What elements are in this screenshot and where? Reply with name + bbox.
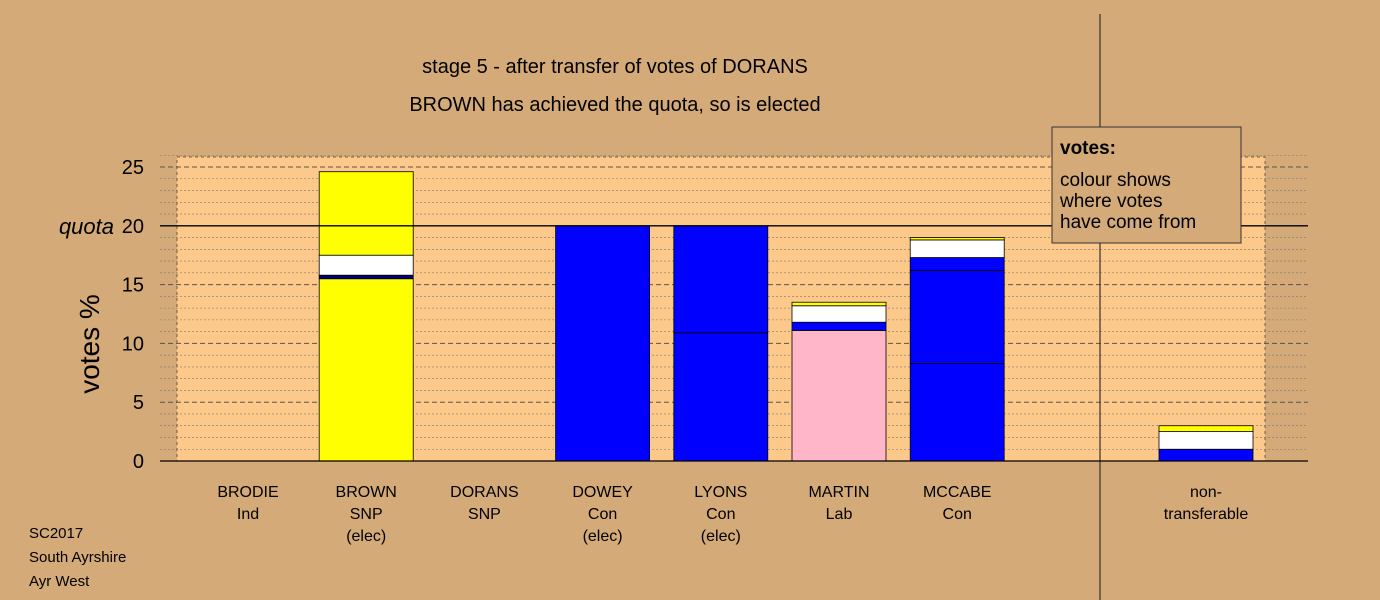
candidate-party: Con (706, 506, 735, 523)
candidate-name: MCCABE (923, 484, 991, 501)
y-axis-label: votes % (74, 294, 105, 394)
candidate-party: Lab (826, 506, 853, 523)
candidate-name: DOWEY (572, 484, 633, 501)
candidate-labels: BRODIE Ind BROWN SNP (elec) DORANS SNP DOWEY Con… (217, 484, 1248, 545)
bar-segment (909, 257, 1005, 271)
candidate-status: (elec) (346, 528, 386, 545)
bar-segment (318, 274, 414, 280)
bar-segment (318, 171, 414, 256)
candidate-party: Con (588, 506, 617, 523)
legend-line: colour shows (1060, 170, 1171, 191)
candidate-status: (elec) (701, 528, 741, 545)
y-tick-label: 25 (122, 157, 144, 179)
y-tick-label: 15 (122, 275, 144, 297)
candidate-name: LYONS (694, 484, 747, 501)
y-tick-label: 0 (133, 451, 144, 473)
bar-segment (1158, 448, 1254, 462)
bar-segment (909, 239, 1005, 258)
bar-segment (909, 270, 1005, 364)
y-tick-label: 20 (122, 216, 144, 238)
bar-segment (1158, 425, 1254, 433)
bar-segment (909, 237, 1005, 241)
candidate-party: Con (943, 506, 972, 523)
y-tick-label: 5 (133, 392, 144, 414)
bar-segment (318, 278, 414, 462)
y-tick-label: 10 (122, 333, 144, 355)
bar-segment (791, 305, 887, 323)
footer-election: SC2017 (29, 525, 83, 542)
bar-segment (318, 254, 414, 276)
bar-segment (791, 301, 887, 307)
quota-label: quota (59, 214, 114, 239)
bar-segment (909, 362, 1005, 462)
legend-line: where votes (1059, 191, 1162, 212)
candidate-party: transferable (1164, 506, 1249, 523)
footer-council: South Ayrshire (29, 549, 126, 566)
candidate-name: DORANS (450, 484, 518, 501)
bar-segment (555, 225, 650, 462)
bar-segment (673, 225, 769, 334)
chart-subtitle: BROWN has achieved the quota, so is elec… (409, 94, 820, 116)
legend-box (1051, 126, 1242, 244)
chart-title: stage 5 - after transfer of votes of DOR… (422, 56, 808, 78)
candidate-name: non- (1190, 484, 1222, 501)
candidate-status: (elec) (583, 528, 623, 545)
candidate-name: MARTIN (808, 484, 869, 501)
bar-segment (1158, 431, 1254, 450)
legend: votes: colour shows where votes have com… (1051, 126, 1242, 244)
legend-line: have come from (1060, 212, 1196, 233)
footer-ward: Ayr West (29, 573, 90, 590)
candidate-party: Ind (237, 506, 259, 523)
candidate-name: BROWN (336, 484, 397, 501)
legend-title: votes: (1060, 138, 1116, 159)
candidate-name: BRODIE (217, 484, 278, 501)
bars (318, 171, 1254, 462)
bar-segment (673, 332, 769, 462)
candidate-party: SNP (350, 506, 383, 523)
candidate-party: SNP (468, 506, 501, 523)
bar-segment (791, 321, 887, 331)
bar-segment (791, 330, 887, 462)
